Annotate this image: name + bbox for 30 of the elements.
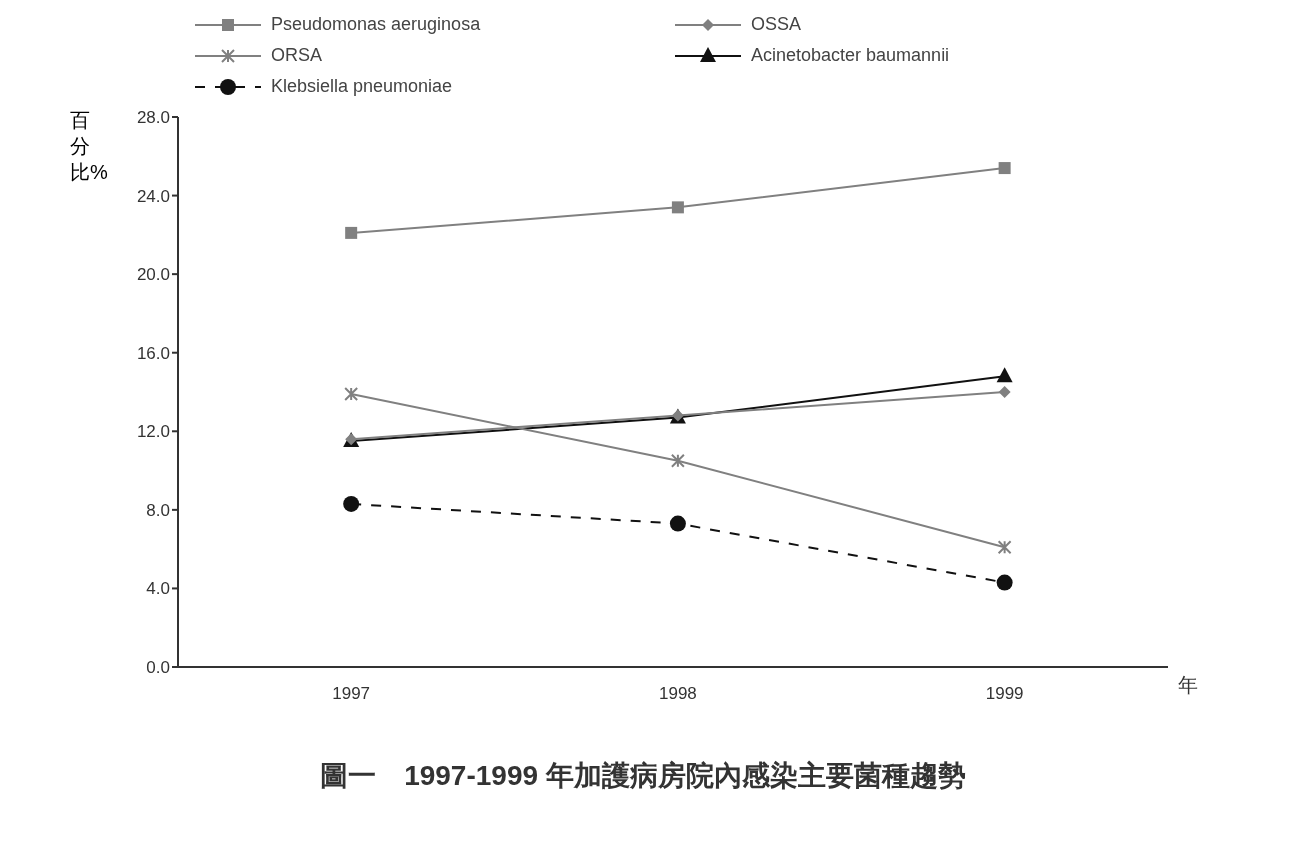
point bbox=[344, 386, 359, 401]
point bbox=[998, 162, 1011, 175]
y-tick-label: 24.0 bbox=[136, 186, 170, 206]
legend-label: Acinetobacter baumannii bbox=[751, 45, 950, 66]
y-tick-label: 8.0 bbox=[146, 500, 170, 520]
y-tick-label: 0.0 bbox=[146, 658, 170, 678]
legend-label: ORSA bbox=[271, 45, 323, 66]
y-tick-label: 16.0 bbox=[136, 343, 170, 363]
x-tick-label: 1999 bbox=[985, 684, 1024, 704]
point bbox=[343, 495, 360, 512]
point bbox=[996, 574, 1013, 591]
point bbox=[345, 226, 358, 239]
point bbox=[996, 367, 1013, 383]
legend-label: OSSA bbox=[751, 14, 802, 35]
y-tick-label: 12.0 bbox=[136, 422, 170, 442]
text: 圖一 1997-1999 年加護病房院內感染主要菌種趨勢 bbox=[319, 759, 967, 793]
point bbox=[997, 540, 1012, 555]
x-tick-label: 1997 bbox=[332, 684, 371, 704]
y-tick-label: 20.0 bbox=[136, 265, 170, 285]
legend-label: Klebsiella pneumoniae bbox=[271, 76, 453, 97]
x-tick-label: 1998 bbox=[658, 684, 697, 704]
point bbox=[669, 515, 686, 532]
point bbox=[998, 386, 1011, 398]
y-axis-title: 百分比% bbox=[70, 108, 108, 185]
y-tick-label: 28.0 bbox=[136, 108, 170, 128]
legend-label: Pseudomonas aeruginosa bbox=[271, 14, 481, 35]
x-axis-title: 年 bbox=[1178, 673, 1198, 698]
point bbox=[671, 201, 684, 214]
point bbox=[670, 453, 685, 468]
y-tick-label: 4.0 bbox=[146, 579, 170, 599]
